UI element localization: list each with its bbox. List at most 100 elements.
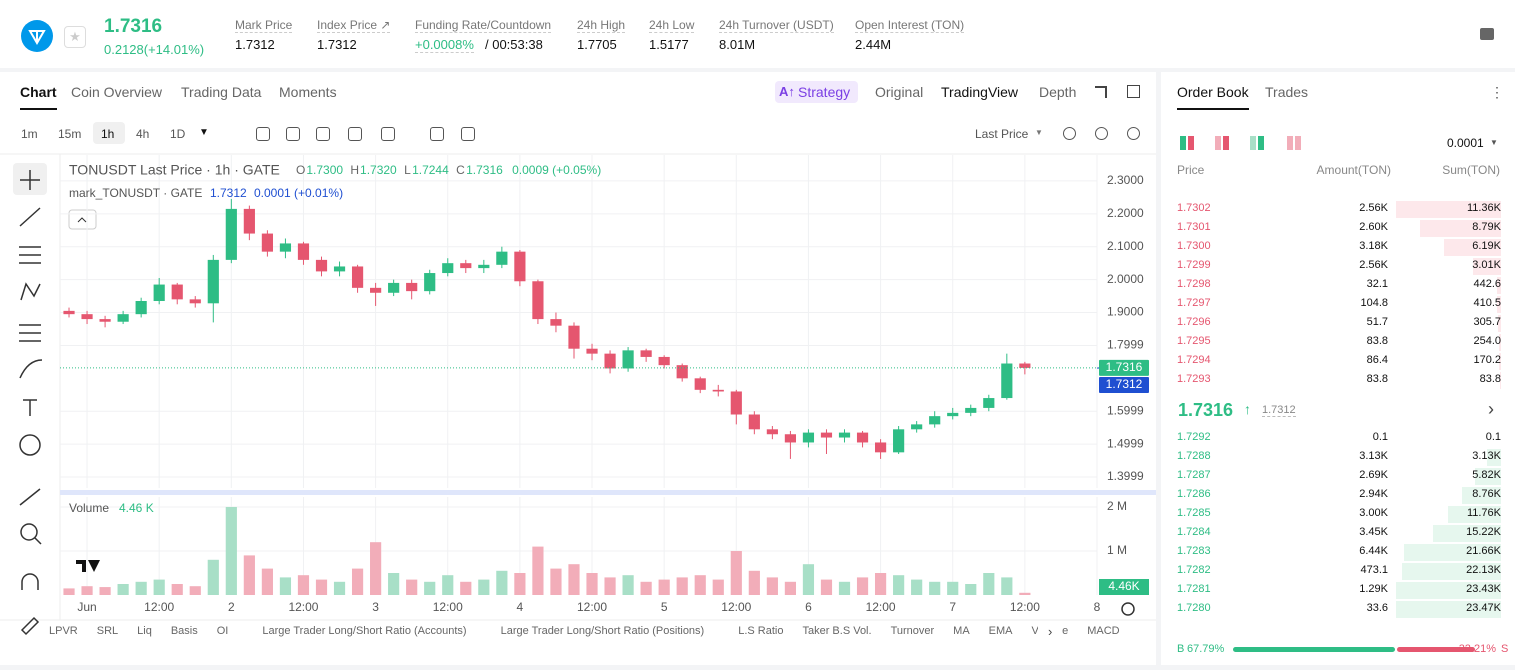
volume-bar [99, 587, 111, 595]
indicator-tab[interactable]: Liq [137, 625, 152, 637]
candle-body [676, 365, 688, 379]
ob-tick[interactable]: 0.0001 [1447, 136, 1484, 150]
ob-price[interactable]: 1.7295 [1177, 335, 1211, 347]
candle-body [333, 266, 346, 272]
interval-caret[interactable]: ▼ [199, 127, 209, 138]
indicator-tab[interactable]: SRL [96, 625, 119, 637]
indicator-tab[interactable]: Basis [170, 625, 198, 637]
ob-price[interactable]: 1.7283 [1177, 545, 1211, 557]
candle-body [802, 432, 815, 443]
indicator-tab[interactable]: OI [216, 625, 229, 637]
indicator-tab[interactable]: L.S Ratio [738, 625, 784, 637]
ob-price[interactable]: 1.7282 [1177, 564, 1211, 576]
candle-body [63, 310, 75, 315]
ob-price[interactable]: 1.7294 [1177, 354, 1211, 366]
indicators-icon[interactable] [256, 127, 270, 141]
collapse-button[interactable] [68, 209, 97, 230]
ob-view-icon[interactable] [1180, 136, 1186, 150]
candle-body [171, 284, 183, 300]
last-price-tag [1099, 359, 1149, 376]
ob-view-icon[interactable] [1287, 136, 1293, 150]
toolbar-icon[interactable] [1095, 127, 1108, 140]
volume-bar [550, 568, 562, 595]
redo-icon[interactable] [461, 127, 475, 141]
ob-price[interactable]: 1.7284 [1177, 526, 1211, 538]
ob-price[interactable]: 1.7281 [1177, 583, 1211, 595]
ob-price[interactable]: 1.7280 [1177, 602, 1211, 614]
tab[interactable]: Chart [20, 84, 57, 110]
depth-bar [1496, 277, 1501, 294]
ob-sum: 170.2 [1473, 354, 1501, 366]
interval[interactable]: 1h [101, 127, 115, 141]
expand-icon[interactable] [1095, 86, 1107, 98]
ob-price[interactable]: 1.7296 [1177, 316, 1211, 328]
x-tick-label: 3 [372, 600, 379, 614]
undo-icon[interactable] [430, 127, 444, 141]
ob-price[interactable]: 1.7292 [1177, 431, 1211, 443]
add-icon[interactable] [381, 127, 395, 141]
templates-icon[interactable] [348, 127, 362, 141]
y-tick-label: 2.2000 [1107, 206, 1144, 220]
volume-bar [279, 577, 292, 595]
ob-view-icon[interactable] [1258, 136, 1264, 150]
view-tab[interactable]: Depth [1039, 84, 1077, 100]
ob-price[interactable]: 1.7297 [1177, 297, 1211, 309]
ob-price[interactable]: 1.7302 [1177, 202, 1211, 214]
drawing-tools[interactable] [13, 163, 47, 636]
view-tab[interactable]: Original [875, 84, 924, 100]
ob-price[interactable]: 1.7287 [1177, 469, 1211, 481]
ob-view-icon[interactable] [1295, 136, 1301, 150]
interval[interactable]: 15m [58, 127, 82, 141]
ob-price[interactable]: 1.7293 [1177, 373, 1211, 385]
ob-view-icon[interactable] [1215, 136, 1221, 150]
interval[interactable]: 4h [136, 127, 150, 141]
x-tick-label: 12:00 [433, 600, 463, 614]
interval[interactable]: 1m [21, 127, 38, 141]
ob-amount: 2.56K [1359, 202, 1388, 214]
interval[interactable]: 1D [170, 127, 186, 141]
refresh-icon[interactable] [316, 127, 330, 141]
window-icon[interactable] [1127, 85, 1140, 98]
ob-price[interactable]: 1.7285 [1177, 507, 1211, 519]
layout-icon[interactable] [1480, 28, 1494, 40]
depth-bar [1419, 220, 1501, 237]
candle-body [117, 314, 129, 322]
ob-price[interactable]: 1.7298 [1177, 278, 1211, 290]
ob-last: 1.7316 [1178, 400, 1234, 420]
x-tick-label: 7 [949, 600, 956, 614]
ob-tab[interactable]: Order Book [1177, 84, 1249, 110]
tab[interactable]: Coin Overview [71, 84, 163, 100]
ob-tab[interactable]: Trades [1265, 84, 1309, 100]
ob-price[interactable]: 1.7288 [1177, 450, 1211, 462]
settings-icon[interactable] [1121, 602, 1135, 616]
indicator-tab[interactable]: EMA [988, 625, 1013, 637]
view-tab[interactable]: TradingView [941, 84, 1019, 100]
indicator-tab[interactable]: Taker B.S Vol. [802, 625, 872, 637]
price-type[interactable]: Last Price [975, 127, 1029, 141]
ob-menu[interactable]: ⋮ [1490, 84, 1504, 100]
toolbar-icon[interactable] [1063, 127, 1076, 140]
favorite-button[interactable]: ★ [64, 26, 86, 48]
ob-price[interactable]: 1.7300 [1177, 240, 1211, 252]
ob-view-icon[interactable] [1188, 136, 1194, 150]
indicator-tab[interactable]: Large Trader Long/Short Ratio (Accounts) [262, 625, 467, 637]
ob-price[interactable]: 1.7286 [1177, 488, 1211, 500]
volume-bar [766, 577, 778, 595]
indicator-tab[interactable]: Turnover [890, 625, 935, 637]
ob-price[interactable]: 1.7299 [1177, 259, 1211, 271]
compare-icon[interactable] [286, 127, 300, 141]
ob-sum: 22.13K [1466, 564, 1501, 576]
indicator-tab[interactable]: Large Trader Long/Short Ratio (Positions… [500, 625, 705, 637]
tab[interactable]: Moments [279, 84, 337, 100]
indicator-more[interactable]: › [1048, 624, 1053, 639]
indicator-tab[interactable]: MA [953, 625, 970, 637]
indicator-tab[interactable]: LPVR [49, 625, 78, 637]
toolbar-icon[interactable] [1127, 127, 1140, 140]
ob-price[interactable]: 1.7301 [1177, 221, 1211, 233]
ob-more[interactable]: › [1488, 399, 1494, 419]
ob-view-icon[interactable] [1250, 136, 1256, 150]
stat-label: Funding Rate/Countdown [415, 18, 552, 33]
view-tab[interactable]: Strategy [798, 84, 851, 100]
tab[interactable]: Trading Data [181, 84, 262, 100]
ob-view-icon[interactable] [1223, 136, 1229, 150]
